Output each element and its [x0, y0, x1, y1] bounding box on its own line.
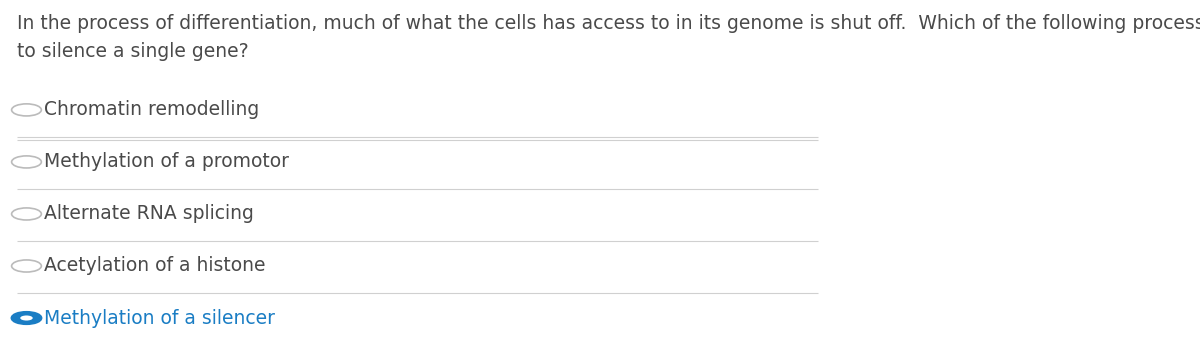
Text: In the process of differentiation, much of what the cells has access to in its g: In the process of differentiation, much …	[17, 14, 1200, 61]
Text: Methylation of a silencer: Methylation of a silencer	[44, 309, 275, 327]
Text: Chromatin remodelling: Chromatin remodelling	[44, 100, 259, 119]
Circle shape	[20, 315, 32, 321]
Text: Acetylation of a histone: Acetylation of a histone	[44, 257, 265, 276]
Text: Alternate RNA splicing: Alternate RNA splicing	[44, 204, 253, 224]
Circle shape	[12, 312, 41, 324]
Text: Methylation of a promotor: Methylation of a promotor	[44, 152, 289, 171]
